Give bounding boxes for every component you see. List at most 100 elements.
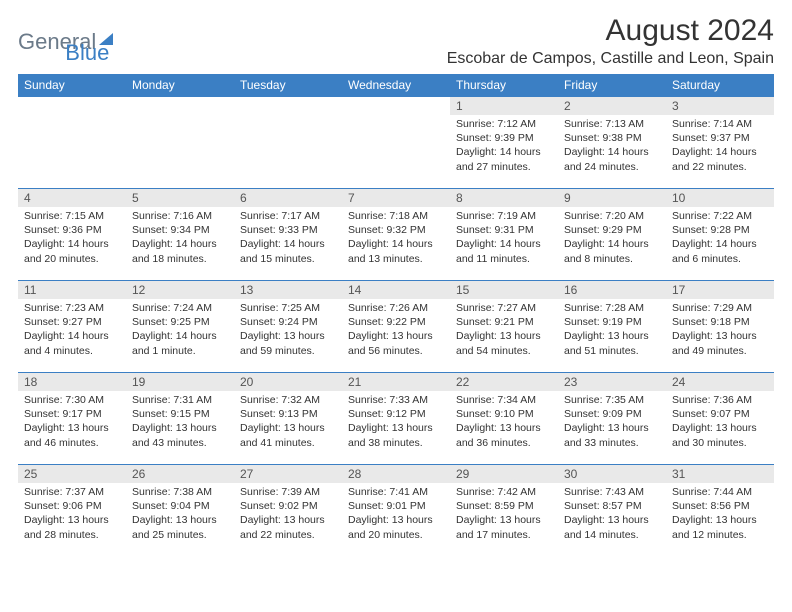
daylight-text: Daylight: 14 hours and 27 minutes. — [456, 145, 552, 173]
sunset-text: Sunset: 9:25 PM — [132, 315, 228, 329]
calendar-day-cell: 16Sunrise: 7:28 AMSunset: 9:19 PMDayligh… — [558, 281, 666, 373]
day-number: 9 — [558, 189, 666, 207]
calendar-day-cell: 23Sunrise: 7:35 AMSunset: 9:09 PMDayligh… — [558, 373, 666, 465]
sunrise-text: Sunrise: 7:36 AM — [672, 393, 768, 407]
daylight-text: Daylight: 13 hours and 49 minutes. — [672, 329, 768, 357]
calendar-day-cell — [126, 97, 234, 189]
logo: General Blue — [18, 14, 109, 66]
day-number: 31 — [666, 465, 774, 483]
calendar-day-cell: 24Sunrise: 7:36 AMSunset: 9:07 PMDayligh… — [666, 373, 774, 465]
day-number: 14 — [342, 281, 450, 299]
sunset-text: Sunset: 9:29 PM — [564, 223, 660, 237]
calendar-day-cell: 2Sunrise: 7:13 AMSunset: 9:38 PMDaylight… — [558, 97, 666, 189]
sunset-text: Sunset: 9:21 PM — [456, 315, 552, 329]
day-details: Sunrise: 7:31 AMSunset: 9:15 PMDaylight:… — [126, 391, 234, 454]
day-number: 29 — [450, 465, 558, 483]
calendar-week-row: 25Sunrise: 7:37 AMSunset: 9:06 PMDayligh… — [18, 465, 774, 557]
calendar-day-cell: 27Sunrise: 7:39 AMSunset: 9:02 PMDayligh… — [234, 465, 342, 557]
sunrise-text: Sunrise: 7:13 AM — [564, 117, 660, 131]
sunrise-text: Sunrise: 7:27 AM — [456, 301, 552, 315]
daylight-text: Daylight: 13 hours and 14 minutes. — [564, 513, 660, 541]
day-number: 17 — [666, 281, 774, 299]
sunset-text: Sunset: 9:32 PM — [348, 223, 444, 237]
day-number: 30 — [558, 465, 666, 483]
daylight-text: Daylight: 13 hours and 30 minutes. — [672, 421, 768, 449]
day-number: 18 — [18, 373, 126, 391]
sunset-text: Sunset: 9:07 PM — [672, 407, 768, 421]
calendar-week-row: 1Sunrise: 7:12 AMSunset: 9:39 PMDaylight… — [18, 97, 774, 189]
day-details: Sunrise: 7:30 AMSunset: 9:17 PMDaylight:… — [18, 391, 126, 454]
daylight-text: Daylight: 14 hours and 1 minute. — [132, 329, 228, 357]
daylight-text: Daylight: 13 hours and 12 minutes. — [672, 513, 768, 541]
day-number — [18, 97, 126, 101]
weekday-header: Friday — [558, 74, 666, 97]
day-number: 11 — [18, 281, 126, 299]
calendar-day-cell: 14Sunrise: 7:26 AMSunset: 9:22 PMDayligh… — [342, 281, 450, 373]
daylight-text: Daylight: 13 hours and 25 minutes. — [132, 513, 228, 541]
daylight-text: Daylight: 14 hours and 6 minutes. — [672, 237, 768, 265]
day-details: Sunrise: 7:39 AMSunset: 9:02 PMDaylight:… — [234, 483, 342, 546]
day-number: 19 — [126, 373, 234, 391]
weekday-header: Thursday — [450, 74, 558, 97]
sunrise-text: Sunrise: 7:22 AM — [672, 209, 768, 223]
sunset-text: Sunset: 9:15 PM — [132, 407, 228, 421]
day-number: 22 — [450, 373, 558, 391]
sunset-text: Sunset: 9:13 PM — [240, 407, 336, 421]
sunset-text: Sunset: 9:36 PM — [24, 223, 120, 237]
day-details: Sunrise: 7:25 AMSunset: 9:24 PMDaylight:… — [234, 299, 342, 362]
calendar-day-cell: 15Sunrise: 7:27 AMSunset: 9:21 PMDayligh… — [450, 281, 558, 373]
sunrise-text: Sunrise: 7:37 AM — [24, 485, 120, 499]
day-number: 16 — [558, 281, 666, 299]
day-details: Sunrise: 7:41 AMSunset: 9:01 PMDaylight:… — [342, 483, 450, 546]
daylight-text: Daylight: 13 hours and 43 minutes. — [132, 421, 228, 449]
day-details: Sunrise: 7:28 AMSunset: 9:19 PMDaylight:… — [558, 299, 666, 362]
daylight-text: Daylight: 13 hours and 28 minutes. — [24, 513, 120, 541]
sunrise-text: Sunrise: 7:18 AM — [348, 209, 444, 223]
daylight-text: Daylight: 13 hours and 17 minutes. — [456, 513, 552, 541]
day-details: Sunrise: 7:34 AMSunset: 9:10 PMDaylight:… — [450, 391, 558, 454]
weekday-header: Saturday — [666, 74, 774, 97]
sunset-text: Sunset: 9:33 PM — [240, 223, 336, 237]
sunset-text: Sunset: 8:59 PM — [456, 499, 552, 513]
daylight-text: Daylight: 13 hours and 46 minutes. — [24, 421, 120, 449]
calendar-day-cell: 13Sunrise: 7:25 AMSunset: 9:24 PMDayligh… — [234, 281, 342, 373]
sunset-text: Sunset: 9:01 PM — [348, 499, 444, 513]
day-number: 1 — [450, 97, 558, 115]
day-number: 13 — [234, 281, 342, 299]
weekday-header: Wednesday — [342, 74, 450, 97]
weekday-header: Tuesday — [234, 74, 342, 97]
calendar-day-cell: 12Sunrise: 7:24 AMSunset: 9:25 PMDayligh… — [126, 281, 234, 373]
day-number: 12 — [126, 281, 234, 299]
daylight-text: Daylight: 13 hours and 33 minutes. — [564, 421, 660, 449]
sunrise-text: Sunrise: 7:23 AM — [24, 301, 120, 315]
sunrise-text: Sunrise: 7:12 AM — [456, 117, 552, 131]
sunrise-text: Sunrise: 7:25 AM — [240, 301, 336, 315]
daylight-text: Daylight: 14 hours and 22 minutes. — [672, 145, 768, 173]
daylight-text: Daylight: 13 hours and 38 minutes. — [348, 421, 444, 449]
calendar-day-cell: 31Sunrise: 7:44 AMSunset: 8:56 PMDayligh… — [666, 465, 774, 557]
day-number: 21 — [342, 373, 450, 391]
sunset-text: Sunset: 9:10 PM — [456, 407, 552, 421]
sunset-text: Sunset: 9:06 PM — [24, 499, 120, 513]
day-number: 26 — [126, 465, 234, 483]
day-number: 2 — [558, 97, 666, 115]
calendar-day-cell — [342, 97, 450, 189]
sunrise-text: Sunrise: 7:39 AM — [240, 485, 336, 499]
calendar-day-cell: 1Sunrise: 7:12 AMSunset: 9:39 PMDaylight… — [450, 97, 558, 189]
calendar-day-cell: 21Sunrise: 7:33 AMSunset: 9:12 PMDayligh… — [342, 373, 450, 465]
sunrise-text: Sunrise: 7:33 AM — [348, 393, 444, 407]
location: Escobar de Campos, Castille and Leon, Sp… — [447, 50, 774, 68]
daylight-text: Daylight: 14 hours and 13 minutes. — [348, 237, 444, 265]
day-details: Sunrise: 7:20 AMSunset: 9:29 PMDaylight:… — [558, 207, 666, 270]
calendar-day-cell: 9Sunrise: 7:20 AMSunset: 9:29 PMDaylight… — [558, 189, 666, 281]
day-details: Sunrise: 7:13 AMSunset: 9:38 PMDaylight:… — [558, 115, 666, 178]
calendar-day-cell: 29Sunrise: 7:42 AMSunset: 8:59 PMDayligh… — [450, 465, 558, 557]
daylight-text: Daylight: 13 hours and 59 minutes. — [240, 329, 336, 357]
calendar-table: SundayMondayTuesdayWednesdayThursdayFrid… — [18, 74, 774, 557]
day-number: 23 — [558, 373, 666, 391]
sunrise-text: Sunrise: 7:44 AM — [672, 485, 768, 499]
sunrise-text: Sunrise: 7:43 AM — [564, 485, 660, 499]
day-details: Sunrise: 7:36 AMSunset: 9:07 PMDaylight:… — [666, 391, 774, 454]
sunset-text: Sunset: 9:31 PM — [456, 223, 552, 237]
sunrise-text: Sunrise: 7:41 AM — [348, 485, 444, 499]
